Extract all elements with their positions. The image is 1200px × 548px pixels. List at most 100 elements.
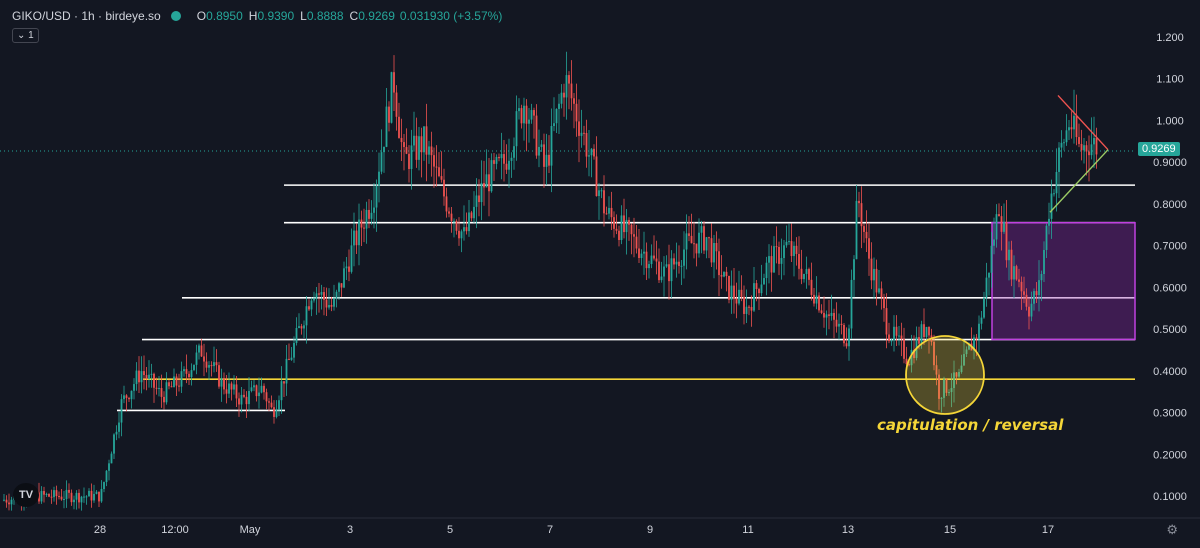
candle-body bbox=[663, 266, 665, 277]
candle-body bbox=[705, 237, 708, 251]
candle-body bbox=[525, 105, 528, 124]
candle-body bbox=[870, 258, 873, 281]
candle-body bbox=[745, 306, 748, 314]
symbol-label[interactable]: GIKO/USD · 1h · birdeye.so bbox=[12, 9, 161, 23]
candle-body bbox=[370, 212, 373, 219]
candle-body bbox=[835, 319, 838, 327]
candle-body bbox=[65, 489, 68, 499]
accumulation-zone bbox=[991, 221, 1136, 341]
candle-body bbox=[200, 345, 203, 357]
candle-body bbox=[378, 171, 380, 186]
candle-body bbox=[230, 383, 233, 390]
candle-body bbox=[990, 245, 993, 273]
candle-body bbox=[1033, 291, 1035, 304]
candle-body bbox=[578, 121, 580, 136]
candle-body bbox=[435, 166, 438, 168]
candle-body bbox=[278, 400, 280, 410]
settings-gear-icon[interactable]: ⚙ bbox=[1166, 522, 1178, 537]
collapse-indicators-button[interactable]: ⌄ 1 bbox=[12, 28, 39, 43]
candle-body bbox=[828, 314, 830, 316]
triangle-upper-line bbox=[1057, 94, 1109, 151]
tradingview-logo-icon[interactable]: TV bbox=[13, 483, 39, 507]
candle-body bbox=[345, 266, 348, 269]
candle-body bbox=[748, 306, 750, 308]
candle-body bbox=[128, 397, 130, 400]
candle-body bbox=[295, 327, 298, 343]
candle-body bbox=[948, 392, 950, 394]
x-tick-label: 17 bbox=[1042, 524, 1054, 536]
candle-body bbox=[223, 378, 225, 390]
x-tick-label: 15 bbox=[944, 524, 956, 536]
triangle-lower-line bbox=[1049, 149, 1109, 213]
candle-body bbox=[1058, 147, 1060, 172]
candle-body bbox=[368, 209, 370, 219]
change-value: 0.031930 (+3.57%) bbox=[399, 9, 503, 23]
candle-body bbox=[805, 269, 808, 274]
candle-body bbox=[315, 293, 318, 299]
candle-body bbox=[1055, 171, 1058, 194]
candle-body bbox=[773, 246, 775, 273]
candle-body bbox=[400, 137, 403, 143]
candle-body bbox=[185, 369, 188, 374]
candle-body bbox=[913, 349, 915, 359]
candle-body bbox=[385, 106, 388, 147]
candle-body bbox=[653, 255, 655, 259]
candle-body bbox=[248, 391, 250, 405]
candle-body bbox=[443, 179, 445, 197]
candle-body bbox=[810, 279, 813, 295]
candle-body bbox=[1015, 266, 1018, 280]
candle-body bbox=[940, 397, 943, 399]
candle-body bbox=[470, 212, 473, 219]
candle-body bbox=[793, 245, 795, 257]
candle-body bbox=[1030, 303, 1033, 317]
candle-body bbox=[1093, 138, 1095, 145]
candle-body bbox=[188, 373, 190, 378]
candle-body bbox=[735, 298, 738, 304]
candle-body bbox=[868, 238, 870, 259]
candle-body bbox=[720, 275, 723, 277]
candle-body bbox=[893, 326, 895, 341]
x-tick-label: 3 bbox=[347, 524, 353, 536]
candle-body bbox=[950, 388, 953, 393]
y-tick-label: 0.1000 bbox=[1153, 491, 1187, 503]
candle-body bbox=[1095, 138, 1098, 155]
candle-body bbox=[83, 496, 85, 498]
candle-body bbox=[330, 305, 333, 307]
candle-body bbox=[548, 154, 550, 166]
candle-body bbox=[1005, 222, 1008, 261]
candle-body bbox=[758, 289, 760, 294]
candle-body bbox=[365, 209, 368, 229]
candle-body bbox=[60, 496, 63, 500]
candle-body bbox=[483, 182, 485, 188]
candle-body bbox=[568, 75, 570, 84]
x-tick-label: May bbox=[240, 524, 261, 536]
candle-body bbox=[135, 370, 138, 385]
candle-body bbox=[335, 291, 338, 299]
candle-body bbox=[858, 200, 860, 204]
candle-body bbox=[1013, 266, 1015, 280]
x-tick-label: 12:00 bbox=[161, 524, 189, 536]
candle-body bbox=[475, 195, 478, 207]
candle-body bbox=[635, 236, 638, 249]
candle-body bbox=[1045, 225, 1048, 250]
candle-body bbox=[228, 383, 230, 394]
candle-body bbox=[453, 220, 455, 222]
y-tick-label: 0.2000 bbox=[1153, 449, 1187, 461]
candle-body bbox=[193, 364, 195, 371]
candle-body bbox=[843, 324, 845, 344]
candle-body bbox=[73, 499, 75, 503]
candle-body bbox=[838, 323, 840, 327]
candle-body bbox=[90, 490, 93, 501]
candle-body bbox=[538, 146, 540, 156]
candle-body bbox=[500, 154, 503, 159]
candle-body bbox=[225, 389, 228, 394]
candle-body bbox=[465, 227, 468, 232]
candle-body bbox=[445, 196, 448, 212]
candle-body bbox=[750, 306, 753, 311]
candle-body bbox=[1018, 279, 1020, 282]
candle-body bbox=[993, 239, 995, 246]
candle-body bbox=[660, 276, 663, 281]
candle-body bbox=[655, 258, 658, 262]
candle-body bbox=[723, 271, 725, 277]
